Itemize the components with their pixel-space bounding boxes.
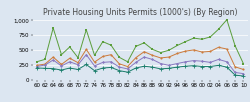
- Title: Private Housing Units Permits (1000's) (By Region): Private Housing Units Permits (1000's) (…: [43, 8, 237, 17]
